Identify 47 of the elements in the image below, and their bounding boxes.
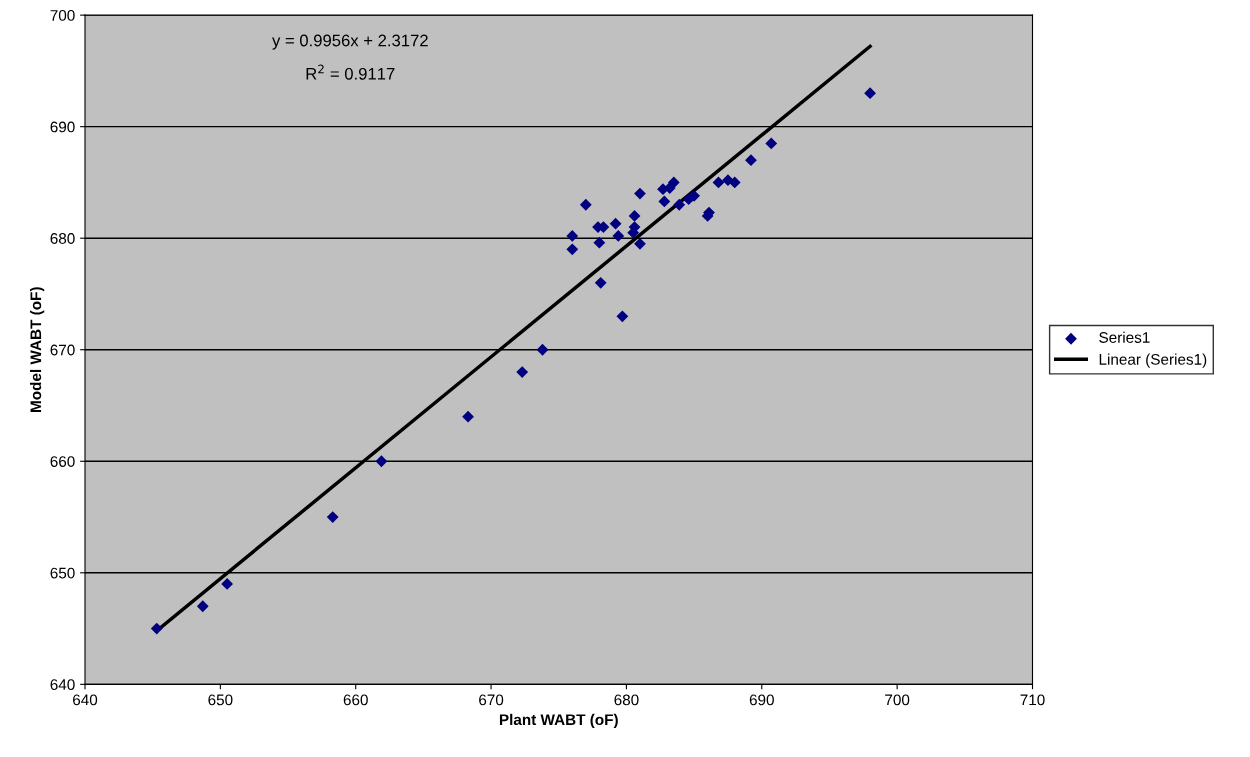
x-tick-label: 670 [479,694,504,706]
y-axis-title: Model WABT (oF) [29,287,45,412]
point [516,366,529,378]
point [634,237,646,250]
legend-label: Linear (Series1) [1099,353,1207,368]
annotation: R$^{2}$ = 0.9117 [306,64,395,80]
x-tick-label: 660 [343,694,368,706]
point [566,243,579,256]
legend-label: Series1 [1099,331,1150,343]
point [667,176,680,189]
point [688,189,700,202]
y-tick-label: 660 [50,456,75,467]
point [628,210,641,222]
x-tick-label: 690 [749,694,774,706]
point [673,198,686,211]
y-tick-label: 700 [50,10,75,21]
point [864,87,876,100]
point [150,622,163,635]
point [462,410,474,423]
point [765,137,778,150]
point [536,343,549,356]
annotation: y = 0.9956x + 2.3172 [272,34,428,50]
point [616,310,629,323]
x-axis-title: Plant WABT (oF) [499,713,618,729]
point [593,236,606,249]
point [566,230,579,242]
x-tick-label: 710 [1020,694,1045,706]
y-tick-label: 640 [50,679,75,691]
point [612,230,625,242]
y-tick-label: 670 [50,344,75,356]
point [634,187,646,200]
x-tick-label: 700 [885,694,910,706]
point [326,511,339,523]
point [594,276,607,289]
point [375,455,388,468]
x-tick-label: 680 [614,694,639,706]
x-tick-label: 650 [208,694,233,706]
point [196,600,209,613]
y-tick-label: 690 [50,121,75,133]
point [609,217,622,230]
point [579,198,592,211]
y-tick-label: 680 [50,233,75,244]
y-tick-label: 650 [50,567,75,579]
point [221,578,234,590]
point [658,195,671,208]
point [745,154,757,167]
x-tick-label: 640 [73,694,98,706]
